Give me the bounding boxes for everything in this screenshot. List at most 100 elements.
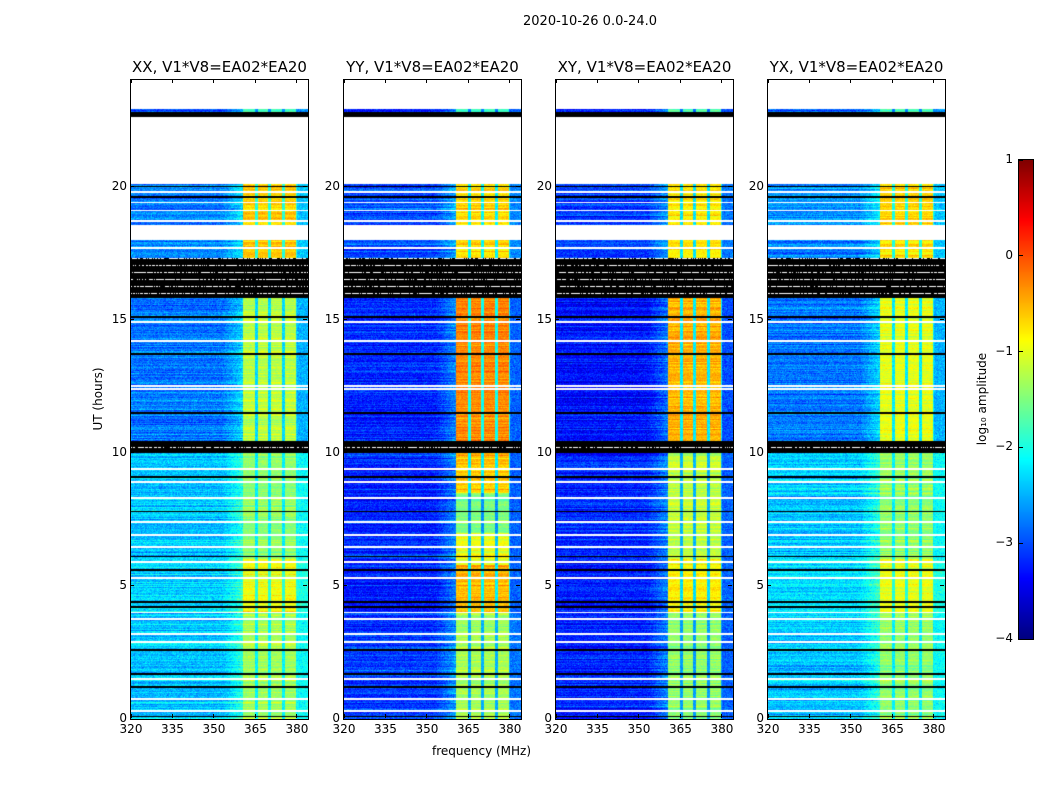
- colorbar-label: log₁₀ amplitude: [975, 352, 989, 446]
- y-tick-mark: [343, 452, 347, 454]
- x-tick-mark: [721, 79, 723, 83]
- colorbar-gradient: [1019, 160, 1033, 639]
- y-tick-mark: [303, 319, 307, 321]
- x-tick-mark: [426, 79, 428, 83]
- x-tick-label: 320: [332, 722, 356, 736]
- x-tick-mark: [891, 79, 893, 83]
- y-tick-label: 10: [324, 444, 340, 459]
- y-tick-mark: [130, 319, 134, 321]
- x-tick-mark: [343, 714, 345, 718]
- spectrogram-image: [768, 80, 945, 719]
- axes-frame: [767, 79, 946, 720]
- x-axis-label: frequency (MHz): [432, 744, 532, 758]
- x-tick-mark: [509, 714, 511, 718]
- y-tick-label: 0: [544, 711, 552, 725]
- x-tick-mark: [767, 79, 769, 83]
- y-tick-mark: [940, 585, 944, 587]
- y-tick-mark: [767, 585, 771, 587]
- y-tick-mark: [555, 718, 559, 720]
- y-tick-mark: [130, 718, 134, 720]
- x-tick-mark: [808, 79, 810, 83]
- y-tick-mark: [516, 718, 520, 720]
- y-tick-label: 10: [536, 444, 552, 459]
- spectrogram-panel: YX, V1*V8=EA02*EA20 320 335 350 365 380 0 5 10 15…: [749, 58, 946, 736]
- x-tick-mark: [254, 79, 256, 83]
- y-tick-label: 15: [111, 311, 127, 326]
- x-tick-label: 365: [669, 722, 692, 736]
- y-tick-mark: [728, 186, 732, 187]
- x-tick-mark: [296, 714, 298, 718]
- y-tick-mark: [555, 452, 559, 454]
- colorbar-tick-mark: [1019, 542, 1023, 544]
- x-tick-mark: [679, 79, 681, 83]
- x-tick-mark: [933, 79, 935, 83]
- x-tick-mark: [679, 714, 681, 718]
- colorbar-frame: [1018, 159, 1034, 640]
- y-tick-label: 0: [756, 711, 764, 725]
- y-axis-label: UT (hours): [91, 367, 105, 431]
- x-tick-label: 350: [202, 722, 226, 736]
- figure-title: 2020-10-26 0.0-24.0: [523, 14, 657, 29]
- axes-frame: [130, 79, 309, 720]
- y-tick-mark: [728, 585, 732, 587]
- x-tick-label: 320: [119, 722, 143, 736]
- x-tick-mark: [384, 79, 386, 83]
- panel-title: YX, V1*V8=EA02*EA20: [769, 58, 944, 76]
- x-tick-mark: [213, 79, 215, 83]
- x-tick-mark: [767, 714, 769, 718]
- spectrogram-image: [344, 80, 521, 719]
- x-tick-label: 365: [244, 722, 267, 736]
- x-tick-mark: [296, 79, 298, 83]
- x-tick-mark: [467, 714, 469, 718]
- spectrogram-image: [131, 80, 308, 719]
- y-tick-mark: [516, 452, 520, 454]
- y-tick-label: 15: [748, 311, 764, 326]
- x-tick-mark: [426, 714, 428, 718]
- x-tick-label: 350: [839, 722, 863, 736]
- colorbar-tick-label: 0: [1005, 247, 1013, 262]
- x-tick-label: 380: [285, 722, 309, 736]
- colorbar-tick-label: −2: [995, 439, 1013, 454]
- x-tick-mark: [891, 714, 893, 718]
- x-tick-mark: [130, 714, 132, 718]
- y-tick-mark: [343, 718, 347, 720]
- y-tick-mark: [767, 186, 771, 187]
- colorbar-tick-mark: [1019, 351, 1023, 353]
- x-tick-label: 380: [710, 722, 734, 736]
- spectrogram-panel: XX, V1*V8=EA02*EA20 320 335 350 365 380 0 5 10 15…: [112, 58, 309, 736]
- y-tick-mark: [303, 186, 307, 187]
- x-tick-mark: [721, 714, 723, 718]
- y-tick-label: 10: [111, 444, 127, 459]
- panel-title: YY, V1*V8=EA02*EA20: [346, 58, 519, 76]
- y-tick-mark: [940, 319, 944, 321]
- y-tick-mark: [728, 319, 732, 321]
- x-tick-mark: [509, 79, 511, 83]
- colorbar-tick-label: 1: [1005, 152, 1013, 166]
- x-tick-mark: [130, 79, 132, 83]
- y-tick-mark: [303, 585, 307, 587]
- x-tick-mark: [808, 714, 810, 718]
- x-tick-label: 335: [798, 722, 821, 736]
- x-tick-label: 335: [374, 722, 397, 736]
- x-tick-mark: [254, 714, 256, 718]
- panel-title: XX, V1*V8=EA02*EA20: [132, 58, 307, 76]
- axes-frame: [555, 79, 734, 720]
- y-tick-mark: [130, 452, 134, 454]
- y-tick-mark: [767, 718, 771, 720]
- x-tick-mark: [343, 79, 345, 83]
- y-tick-mark: [767, 452, 771, 454]
- y-tick-label: 20: [111, 178, 127, 193]
- colorbar-tick-label: −4: [995, 631, 1013, 645]
- y-tick-mark: [130, 585, 134, 587]
- y-tick-label: 0: [119, 711, 127, 725]
- colorbar-tick-mark: [1019, 159, 1023, 161]
- x-tick-label: 365: [457, 722, 480, 736]
- colorbar-tick-label: −1: [995, 343, 1013, 358]
- x-tick-mark: [850, 79, 852, 83]
- x-tick-label: 365: [881, 722, 904, 736]
- y-tick-mark: [343, 319, 347, 321]
- x-tick-mark: [596, 714, 598, 718]
- x-tick-mark: [213, 714, 215, 718]
- y-tick-label: 20: [536, 178, 552, 193]
- y-tick-mark: [343, 585, 347, 587]
